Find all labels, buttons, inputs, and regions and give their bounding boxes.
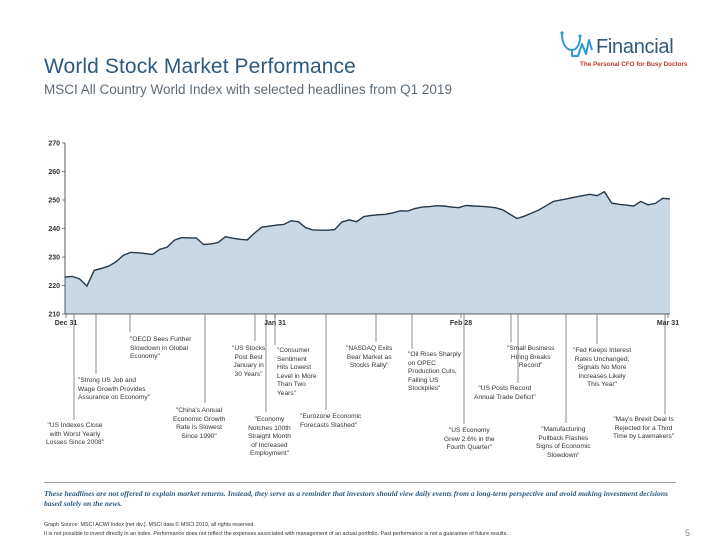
y-tick-label: 250: [48, 197, 60, 204]
y-tick-label: 240: [48, 226, 60, 233]
headline-annotation: "US Indexes Close with Worst Yearly Loss…: [46, 422, 105, 447]
y-tick-label: 270: [48, 140, 60, 147]
headline-annotation: "Consumer Sentiment Hits Lowest Level in…: [277, 347, 317, 397]
stethoscope-wave-icon: [560, 31, 593, 57]
headline-annotation: "Strong US Job and Wage Growth Provides …: [78, 377, 150, 402]
slide-title: World Stock Market Performance: [44, 55, 356, 78]
x-tick-label: Mar 31: [657, 320, 679, 327]
company-logo: Financial The Personal CFO for Busy Doct…: [558, 30, 688, 72]
headline-annotation: "US Posts Record Annual Trade Deficit": [474, 385, 536, 401]
source-note: Graph Source: MSCI ACWI Index [net div.]…: [44, 522, 255, 528]
x-tick-label: Dec 31: [55, 320, 78, 327]
x-tick-label: Feb 28: [450, 320, 472, 327]
slide-subtitle: MSCI All Country World Index with select…: [44, 82, 452, 97]
footer-divider: [44, 482, 676, 483]
headline-annotation: "Economy Notches 100th Straight Month of…: [248, 416, 291, 458]
logo-tagline: The Personal CFO for Busy Doctors: [580, 61, 688, 68]
series-line: [64, 190, 671, 288]
headline-annotation: "China's Annual Economic Growth Rate Is …: [173, 407, 226, 440]
area-fill: [65, 191, 670, 314]
headline-annotation: "May's Brexit Deal Is Rejected for a Thi…: [613, 416, 675, 441]
headline-annotation: "Small Business Hiring Breaks Record": [507, 345, 555, 370]
y-tick-label: 220: [48, 283, 60, 290]
index-disclaimer-note: It is not possible to invest directly in…: [44, 531, 508, 537]
logo-name: Financial: [596, 36, 674, 58]
disclaimer-text: These headlines are not offered to expla…: [44, 489, 669, 508]
headline-annotation: "US Stocks Post Best January in 30 Years…: [232, 345, 266, 378]
headline-annotation: "NASDAQ Exits Bear Market as Stocks Rall…: [346, 345, 393, 370]
y-tick-label: 210: [48, 311, 60, 318]
y-tick-label: 260: [48, 169, 60, 176]
headline-annotation: "Oil Rises Sharply on OPEC Production Cu…: [408, 351, 461, 393]
headline-annotation: "US Economy Grew 2.6% in the Fourth Quar…: [444, 427, 495, 452]
headline-annotation: "OECD Sees Further Slowdown in Global Ec…: [130, 336, 192, 361]
headline-annotation: "Fed Keeps Interest Rates Unchanged; Sig…: [573, 347, 632, 389]
page-number: 5: [684, 528, 690, 538]
y-tick-label: 230: [48, 254, 60, 261]
headline-annotation: "Manufacturing Pullback Flashes Signs of…: [536, 426, 591, 459]
headline-annotation: "Eurozone Economic Forecasts Slashed": [300, 413, 362, 429]
